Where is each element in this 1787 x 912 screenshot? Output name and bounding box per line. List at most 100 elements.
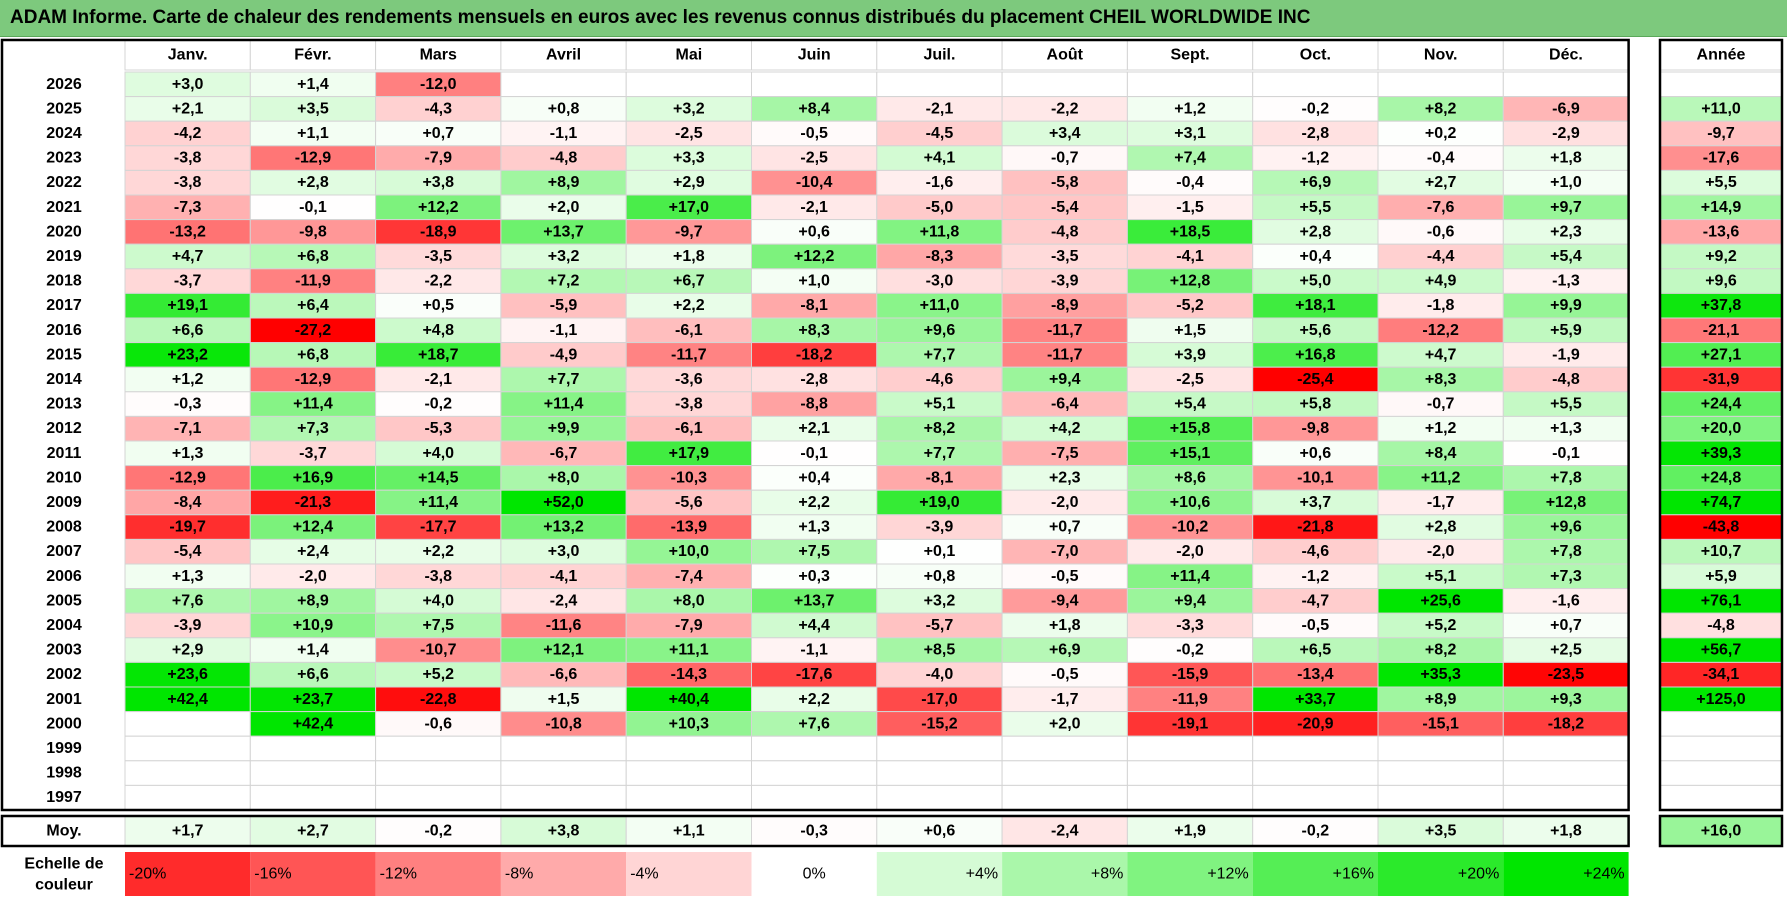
row-year-label: 2009: [46, 494, 82, 511]
heatmap-cell-value: +4,4: [798, 617, 830, 634]
row-year-label: 2017: [46, 297, 82, 314]
annual-cell-value: -31,9: [1703, 371, 1740, 388]
heatmap-cell: [1502, 268, 1630, 294]
heatmap-cell: [124, 661, 251, 688]
heatmap-cell-value: +6,9: [1049, 642, 1081, 659]
annual-cell: [1659, 760, 1783, 786]
heatmap-cell-value: +1,4: [297, 76, 329, 93]
heatmap-cell-value: -3,5: [1051, 248, 1079, 265]
scale-swatch: [1378, 852, 1504, 896]
heatmap-cell-value: -4,8: [550, 150, 578, 167]
heatmap-cell-value: +8,6: [1174, 469, 1206, 486]
heatmap-cell: [1126, 219, 1254, 245]
heatmap-cell: [1126, 514, 1254, 540]
heatmap-cell-value: +35,3: [1420, 666, 1461, 683]
heatmap-cell: [876, 243, 1003, 270]
heatmap-cell: [124, 391, 251, 417]
heatmap-cell: [1502, 194, 1630, 221]
heatmap-cell: [1126, 465, 1254, 491]
average-cell-value: +1,1: [673, 823, 705, 840]
heatmap-cell: [1502, 169, 1630, 196]
heatmap-cell: [1252, 538, 1379, 565]
heatmap-cell-value: -0,6: [1427, 223, 1455, 240]
heatmap-cell: [1252, 292, 1379, 319]
annual-cell-value: -34,1: [1703, 666, 1740, 683]
heatmap-cell: [1126, 194, 1254, 221]
heatmap-cell: [124, 342, 251, 368]
row-year-label: 2003: [46, 642, 82, 659]
heatmap-cell: [1377, 96, 1504, 122]
heatmap-cell-value: -1,6: [926, 174, 954, 191]
heatmap-cell: [124, 415, 251, 442]
month-header-label: Août: [1047, 47, 1084, 64]
heatmap-cell: [1377, 784, 1504, 811]
heatmap-cell: [876, 612, 1003, 639]
heatmap-cell-value: -17,7: [420, 519, 457, 536]
heatmap-cell: [124, 243, 251, 270]
heatmap-cell-value: -4,2: [174, 125, 202, 142]
annual-cell-value: +10,7: [1701, 543, 1742, 560]
heatmap-cell: [1001, 711, 1128, 737]
scale-swatch-label: -8%: [505, 866, 533, 883]
heatmap-cell: [124, 120, 251, 147]
heatmap-cell: [1252, 465, 1379, 491]
heatmap-cell-value: +7,5: [422, 617, 454, 634]
heatmap-cell: [625, 292, 753, 319]
heatmap-cell: [124, 538, 251, 565]
heatmap-cell-value: -6,1: [675, 420, 703, 437]
heatmap-cell: [625, 391, 753, 417]
heatmap-cell: [751, 120, 878, 147]
heatmap-cell-value: +4,8: [422, 322, 454, 339]
heatmap-cell: [751, 538, 878, 565]
heatmap-cell: [751, 784, 878, 811]
heatmap-cell-value: +8,9: [548, 174, 580, 191]
heatmap-cell-value: -4,4: [1427, 248, 1455, 265]
heatmap-cell-value: -7,4: [675, 568, 703, 585]
heatmap-cell: [1502, 661, 1630, 688]
heatmap-cell-value: +8,4: [798, 100, 830, 117]
heatmap-cell-value: +7,7: [924, 346, 956, 363]
heatmap-cell-value: -8,9: [1051, 297, 1079, 314]
heatmap-cell: [1001, 219, 1128, 245]
heatmap-cell: [751, 243, 878, 270]
heatmap-cell: [249, 219, 377, 245]
heatmap-cell: [1001, 292, 1128, 319]
heatmap-cell-value: -0,6: [424, 715, 452, 732]
heatmap-cell-value: +2,3: [1049, 469, 1081, 486]
heatmap-cell: [1001, 784, 1128, 811]
heatmap-cell: [1252, 440, 1379, 467]
heatmap-cell-value: +1,4: [297, 642, 329, 659]
heatmap-cell-value: -3,5: [424, 248, 452, 265]
heatmap-cell-value: -6,6: [550, 666, 578, 683]
heatmap-cell-value: -13,9: [671, 519, 708, 536]
heatmap-cell: [1126, 538, 1254, 565]
heatmap-cell-value: +5,2: [1425, 617, 1457, 634]
scale-swatch: [1002, 852, 1128, 896]
row-year-label: 2006: [46, 568, 82, 585]
average-cell-value: +3,8: [548, 823, 580, 840]
heatmap-cell-value: -8,1: [800, 297, 828, 314]
heatmap-cell-value: +3,9: [1174, 346, 1206, 363]
heatmap-cell: [375, 292, 502, 319]
heatmap-cell: [249, 563, 377, 590]
heatmap-cell-value: -1,9: [1552, 346, 1580, 363]
month-header-cell: [876, 39, 1003, 71]
heatmap-cell-value: +0,1: [924, 543, 956, 560]
heatmap-cell: [249, 366, 377, 393]
heatmap-cell-value: +0,3: [798, 568, 830, 585]
heatmap-cell: [1001, 268, 1128, 294]
heatmap-cell-value: -13,2: [169, 223, 206, 240]
heatmap-cell-value: -0,2: [1176, 642, 1204, 659]
heatmap-cell: [1377, 292, 1504, 319]
heatmap-cell: [1252, 169, 1379, 196]
heatmap-cell: [876, 391, 1003, 417]
heatmap-cell: [375, 514, 502, 540]
heatmap-cell-value: +12,4: [293, 519, 334, 536]
heatmap-cell: [1502, 637, 1630, 663]
average-frame: [0, 814, 1630, 848]
heatmap-cell-value: +3,8: [422, 174, 454, 191]
heatmap-cell-value: +15,1: [1170, 445, 1211, 462]
heatmap-cell-value: -5,7: [926, 617, 954, 634]
month-header-label: Mai: [676, 47, 703, 64]
heatmap-cell-value: +4,0: [422, 445, 454, 462]
